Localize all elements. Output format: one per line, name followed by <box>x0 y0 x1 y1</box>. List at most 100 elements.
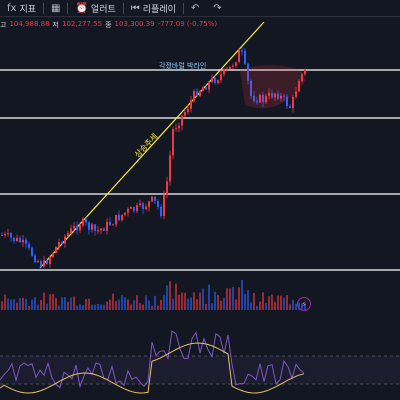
volume-bar <box>178 294 180 310</box>
volume-bar <box>49 294 51 310</box>
candle-body <box>211 78 213 82</box>
candle-body <box>235 62 237 66</box>
candle-body <box>61 242 63 244</box>
candle-body <box>43 260 45 267</box>
hline-label: 각졌바럴 박라인 <box>159 61 206 70</box>
volume-bar <box>70 297 72 310</box>
candle-body <box>112 224 114 226</box>
volume-bar <box>295 303 297 310</box>
candle-body <box>274 93 276 98</box>
volume-bar <box>109 299 111 310</box>
fair-value-icon[interactable]: ⚡ <box>297 297 311 311</box>
toolbar-redo-button[interactable]: ↷ <box>206 3 228 14</box>
candle-body <box>220 74 222 81</box>
candle-body <box>148 201 150 207</box>
volume-bar <box>238 287 240 310</box>
candle-body <box>172 129 174 156</box>
toolbar-replay-button[interactable]: ⏮ 리플레이 <box>124 2 183 15</box>
candle-body <box>301 74 303 82</box>
candle-body <box>88 222 90 230</box>
candle-body <box>256 100 258 103</box>
consolidation-zone <box>240 65 306 109</box>
candle-body <box>97 230 99 232</box>
candle-body <box>277 93 279 99</box>
candle-body <box>64 236 66 244</box>
volume-bar <box>82 305 84 310</box>
candle-body <box>130 207 132 209</box>
volume-bar <box>112 293 114 310</box>
candle-body <box>250 80 252 96</box>
volume-bar <box>103 304 105 310</box>
volume-bar <box>268 296 270 310</box>
volume-bar <box>130 304 132 310</box>
candle-body <box>151 196 153 202</box>
close-value: 103,300.39 <box>114 20 155 28</box>
volume-bar <box>187 298 189 310</box>
volume-bar <box>253 293 255 310</box>
volume-bar <box>124 297 126 310</box>
candle-body <box>157 201 159 207</box>
volume-bar <box>22 297 24 310</box>
volume-bar <box>52 294 54 310</box>
candle-body <box>262 94 264 103</box>
toolbar-alert-button[interactable]: ⏰ 얼러트 <box>68 2 122 15</box>
candle-body <box>193 91 195 101</box>
candle-body <box>52 253 54 257</box>
candle-body <box>289 106 291 109</box>
volume-bar <box>262 292 264 310</box>
candle-body <box>298 81 300 92</box>
volume-bar <box>19 298 21 310</box>
volume-bar <box>193 292 195 310</box>
candle-body <box>34 255 36 263</box>
candle-body <box>31 247 33 256</box>
candle-body <box>106 221 108 232</box>
toolbar-replay-label: 리플레이 <box>142 4 176 15</box>
volume-bar <box>256 305 258 310</box>
volume-bar <box>7 298 9 310</box>
candle-body <box>238 50 240 63</box>
volume-bar <box>175 283 177 310</box>
volume-bar <box>235 299 237 310</box>
volume-bar <box>217 294 219 310</box>
volume-bar <box>172 298 174 310</box>
candle-body <box>169 155 171 182</box>
volume-bar <box>259 301 261 310</box>
candle-body <box>121 214 123 221</box>
toolbar-indicator-button[interactable]: fx 지표 <box>0 2 43 15</box>
indicator-icon: fx <box>7 2 17 14</box>
volume-bar <box>106 301 108 310</box>
volume-bar <box>232 286 234 310</box>
candle-body <box>229 66 231 69</box>
volume-bar <box>199 292 201 310</box>
change-value: -777.09 (-0.75%) <box>157 20 218 28</box>
volume-bar <box>85 299 87 310</box>
candle-body <box>37 261 39 263</box>
volume-bar <box>127 299 129 310</box>
volume-bar <box>25 299 27 310</box>
toolbar-undo-button[interactable]: ↶ <box>184 3 206 14</box>
candle-body <box>22 239 24 243</box>
volume-bar <box>166 285 168 310</box>
candle-body <box>304 68 306 75</box>
volume-bar <box>151 305 153 310</box>
volume-bar <box>73 296 75 310</box>
candle-body <box>109 221 111 225</box>
volume-bar <box>43 292 45 310</box>
candle-body <box>133 207 135 212</box>
volume-bar <box>163 294 165 310</box>
volume-bar <box>271 294 273 310</box>
candle-body <box>205 87 207 90</box>
volume-bar <box>220 300 222 310</box>
candle-body <box>103 228 105 232</box>
volume-bar <box>244 294 246 310</box>
volume-bar <box>142 304 144 310</box>
toolbar-layout-button[interactable]: ▦ <box>44 3 67 14</box>
volume-bar <box>100 304 102 310</box>
candle-body <box>166 181 168 196</box>
candle-body <box>136 205 138 212</box>
volume-bar <box>1 301 3 310</box>
volume-bar <box>241 279 243 310</box>
candle-body <box>217 80 219 83</box>
volume-bar <box>274 301 276 310</box>
